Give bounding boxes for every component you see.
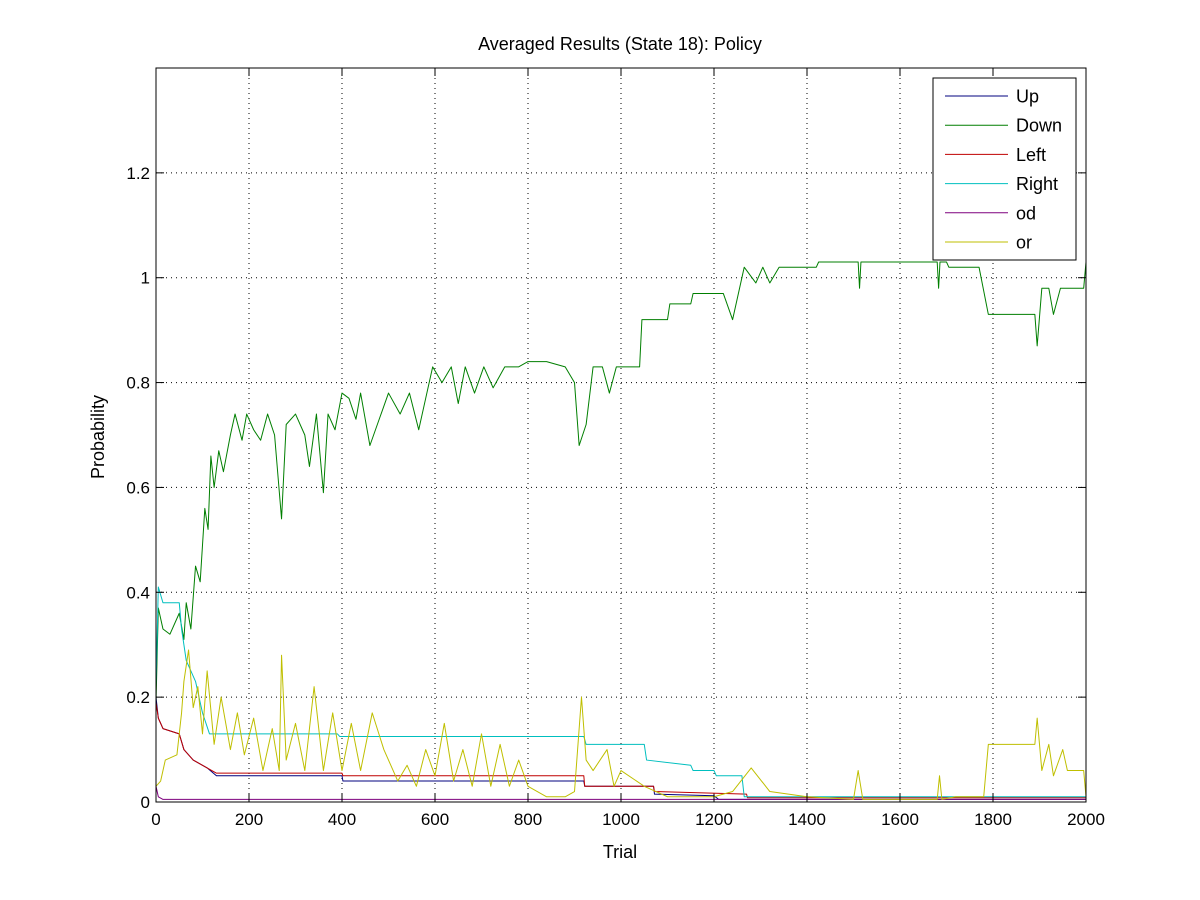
x-tick-label: 600: [421, 810, 449, 829]
legend-label-or: or: [1016, 233, 1032, 253]
y-tick-label: 0: [141, 793, 150, 812]
y-axis-title: Probability: [88, 395, 108, 479]
series-line-od: [155, 786, 1086, 800]
legend-label-right: Right: [1016, 174, 1058, 194]
legend: Up Down Left Right od or: [932, 77, 1077, 261]
series-line-or: [155, 649, 1087, 800]
series-line-left: [155, 702, 1086, 799]
x-tick-label: 1200: [695, 810, 733, 829]
y-tick-label: 0.2: [126, 688, 150, 707]
y-tick-label: 0.8: [126, 374, 150, 393]
x-tick-label: 2000: [1067, 810, 1105, 829]
x-tick-label: 1600: [881, 810, 919, 829]
chart-title: Averaged Results (State 18): Policy: [478, 34, 762, 54]
y-tick-label: 0.6: [126, 478, 150, 497]
y-tick-label: 1.2: [126, 164, 150, 183]
series-line-right: [155, 586, 1086, 798]
grid-lines: [156, 68, 1086, 802]
x-tick-label: 400: [328, 810, 356, 829]
x-tick-label: 800: [514, 810, 542, 829]
x-tick-label: 1000: [602, 810, 640, 829]
legend-label-down: Down: [1016, 116, 1062, 136]
x-tick-label: 1800: [974, 810, 1012, 829]
x-tick-label: 200: [235, 810, 263, 829]
x-axis-title: Trial: [603, 842, 637, 862]
x-tick-label: 1400: [788, 810, 826, 829]
legend-label-up: Up: [1016, 87, 1039, 107]
x-tick-label: 0: [151, 810, 160, 829]
series-layer: [155, 261, 1087, 800]
plot-area: [156, 68, 1086, 802]
y-tick-label: 1: [141, 269, 150, 288]
axis-ticks: 0 200 400 600 800 1000 1200 1400 1600 1800 2000 0 0.…: [126, 68, 1105, 829]
y-tick-label: 0.4: [126, 583, 150, 602]
legend-label-left: Left: [1016, 145, 1046, 165]
series-line-down: [155, 261, 1087, 703]
legend-label-od: od: [1016, 203, 1036, 223]
legend-box: [932, 77, 1077, 261]
